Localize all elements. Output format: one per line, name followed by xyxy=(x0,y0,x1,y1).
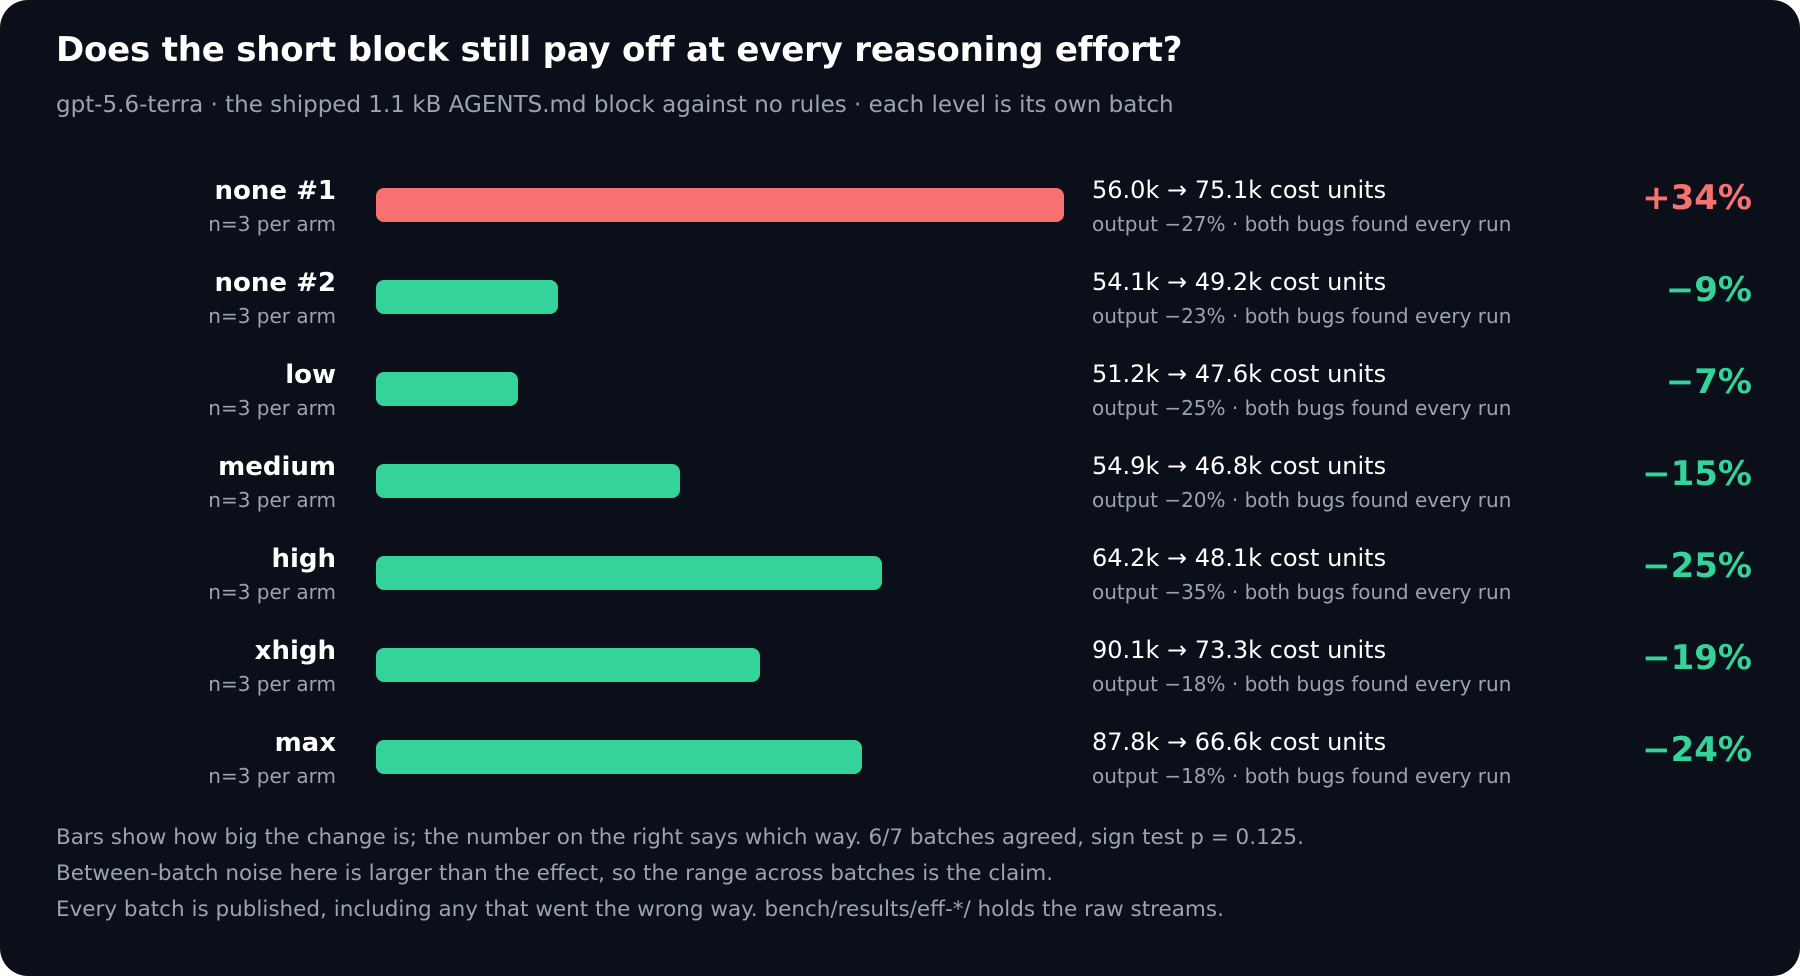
sample-size-label: n=3 per arm xyxy=(208,672,336,696)
sample-size-label: n=3 per arm xyxy=(208,304,336,328)
bar xyxy=(376,740,862,774)
bar-track xyxy=(376,280,1064,314)
sample-size-label: n=3 per arm xyxy=(208,488,336,512)
chart-row: none #1 n=3 per arm 56.0k → 75.1k cost uni… xyxy=(0,176,1800,268)
change-value-label: −15% xyxy=(1642,454,1752,494)
bar-track xyxy=(376,464,1064,498)
sample-size-label: n=3 per arm xyxy=(208,396,336,420)
output-detail-label: output −25% · both bugs found every run xyxy=(1092,396,1512,420)
category-label: high xyxy=(271,544,336,574)
change-value-label: −19% xyxy=(1642,638,1752,678)
chart-row: medium n=3 per arm 54.9k → 46.8k cost unit… xyxy=(0,452,1800,544)
chart-row: low n=3 per arm 51.2k → 47.6k cost units ou… xyxy=(0,360,1800,452)
change-value-label: +34% xyxy=(1642,178,1752,218)
bar-track xyxy=(376,372,1064,406)
chart-row: xhigh n=3 per arm 90.1k → 73.3k cost units… xyxy=(0,636,1800,728)
sample-size-label: n=3 per arm xyxy=(208,580,336,604)
chart-row: high n=3 per arm 64.2k → 48.1k cost units o… xyxy=(0,544,1800,636)
output-detail-label: output −20% · both bugs found every run xyxy=(1092,488,1512,512)
category-label: none #1 xyxy=(214,176,336,206)
chart-row: none #2 n=3 per arm 54.1k → 49.2k cost uni… xyxy=(0,268,1800,360)
cost-range-label: 54.1k → 49.2k cost units xyxy=(1092,268,1387,296)
change-value-label: −9% xyxy=(1665,270,1752,310)
change-value-label: −25% xyxy=(1642,546,1752,586)
output-detail-label: output −18% · both bugs found every run xyxy=(1092,764,1512,788)
output-detail-label: output −23% · both bugs found every run xyxy=(1092,304,1512,328)
output-detail-label: output −35% · both bugs found every run xyxy=(1092,580,1512,604)
output-detail-label: output −18% · both bugs found every run xyxy=(1092,672,1512,696)
change-value-label: −24% xyxy=(1642,730,1752,770)
change-value-label: −7% xyxy=(1665,362,1752,402)
bar xyxy=(376,464,680,498)
bar-track xyxy=(376,648,1064,682)
footnote: Between-batch noise here is larger than … xyxy=(56,861,1054,886)
category-label: medium xyxy=(218,452,336,482)
cost-range-label: 90.1k → 73.3k cost units xyxy=(1092,636,1387,664)
output-detail-label: output −27% · both bugs found every run xyxy=(1092,212,1512,236)
category-label: max xyxy=(274,728,336,758)
sample-size-label: n=3 per arm xyxy=(208,764,336,788)
footnotes: Bars show how big the change is; the num… xyxy=(56,820,1304,928)
sample-size-label: n=3 per arm xyxy=(208,212,336,236)
bar xyxy=(376,648,760,682)
footnote: Every batch is published, including any … xyxy=(56,897,1224,922)
footnote: Bars show how big the change is; the num… xyxy=(56,825,1304,850)
chart-title: Does the short block still pay off at ev… xyxy=(56,30,1183,70)
bar-track xyxy=(376,188,1064,222)
cost-range-label: 54.9k → 46.8k cost units xyxy=(1092,452,1387,480)
category-label: low xyxy=(285,360,336,390)
category-label: xhigh xyxy=(254,636,336,666)
bar xyxy=(376,372,518,406)
bar xyxy=(376,280,558,314)
cost-range-label: 51.2k → 47.6k cost units xyxy=(1092,360,1387,388)
cost-range-label: 87.8k → 66.6k cost units xyxy=(1092,728,1387,756)
chart-row: max n=3 per arm 87.8k → 66.6k cost units ou… xyxy=(0,728,1800,820)
category-label: none #2 xyxy=(214,268,336,298)
bar xyxy=(376,556,882,590)
bar-track xyxy=(376,740,1064,774)
bar xyxy=(376,188,1064,222)
cost-range-label: 56.0k → 75.1k cost units xyxy=(1092,176,1387,204)
cost-range-label: 64.2k → 48.1k cost units xyxy=(1092,544,1387,572)
bar-track xyxy=(376,556,1064,590)
chart-subtitle: gpt-5.6-terra · the shipped 1.1 kB AGENT… xyxy=(56,92,1174,118)
